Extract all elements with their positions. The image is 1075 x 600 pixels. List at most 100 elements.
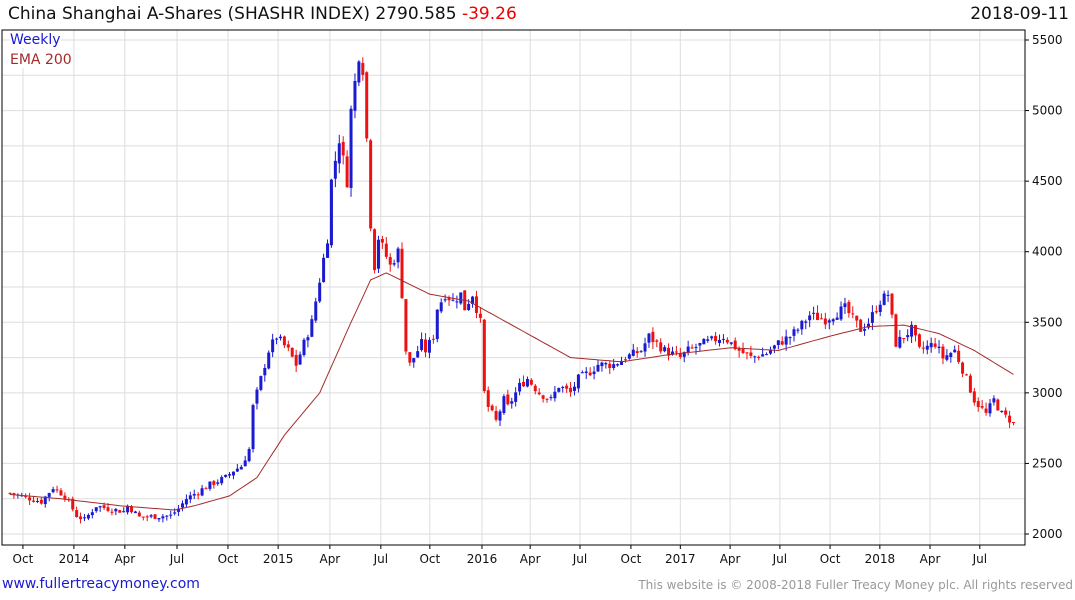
candle-body bbox=[298, 354, 302, 365]
candle-body bbox=[388, 257, 392, 265]
y-tick-label: 3000 bbox=[1032, 386, 1063, 400]
candle-body bbox=[235, 468, 239, 472]
candle-body bbox=[796, 329, 800, 331]
x-tick-label: 2014 bbox=[59, 552, 90, 566]
candle-body bbox=[937, 346, 941, 349]
candle-body bbox=[161, 516, 165, 519]
candle-body bbox=[318, 282, 322, 302]
candle-body bbox=[565, 385, 569, 389]
candle-body bbox=[592, 371, 596, 375]
x-tick-label: 2016 bbox=[467, 552, 498, 566]
candle-body bbox=[51, 489, 55, 493]
y-tick-label: 4500 bbox=[1032, 174, 1063, 188]
candle-body bbox=[75, 510, 79, 518]
candle-body bbox=[655, 340, 659, 342]
candle-body bbox=[980, 406, 984, 408]
candle-body bbox=[306, 337, 310, 341]
candle-body bbox=[674, 351, 678, 353]
candle-body bbox=[843, 303, 847, 308]
candle-body bbox=[718, 339, 722, 343]
candle-body bbox=[851, 313, 855, 315]
candle-body bbox=[216, 482, 220, 484]
candle-body bbox=[282, 336, 286, 346]
candle-body bbox=[753, 356, 757, 358]
x-tick-label: Apr bbox=[114, 552, 135, 566]
legend-weekly: Weekly bbox=[10, 32, 61, 48]
candle-body bbox=[525, 379, 529, 387]
candle-body bbox=[710, 336, 714, 339]
candle-body bbox=[455, 301, 459, 303]
candle-body bbox=[968, 375, 972, 393]
website-link[interactable]: www.fullertreacymoney.com bbox=[2, 576, 200, 592]
copyright-text: This website is © 2008-2018 Fuller Treac… bbox=[638, 578, 1073, 592]
candle-body bbox=[290, 347, 294, 357]
candle-body bbox=[898, 336, 902, 348]
candle-body bbox=[373, 229, 377, 271]
candle-body bbox=[145, 516, 149, 518]
candle-body bbox=[886, 294, 890, 296]
candle-body bbox=[949, 353, 953, 358]
candle-body bbox=[529, 379, 533, 385]
candle-body bbox=[627, 354, 631, 359]
x-tick-label: Apr bbox=[720, 552, 741, 566]
candle-body bbox=[537, 392, 541, 395]
candle-body bbox=[165, 515, 169, 517]
candle-body bbox=[416, 351, 420, 358]
candle-body bbox=[757, 356, 761, 359]
candle-body bbox=[149, 515, 153, 517]
candle-body bbox=[510, 401, 514, 404]
candle-body bbox=[984, 408, 988, 413]
candle-body bbox=[784, 336, 788, 345]
candle-body bbox=[271, 339, 275, 353]
candle-body bbox=[118, 510, 122, 513]
candle-body bbox=[678, 353, 682, 357]
candle-body bbox=[310, 319, 314, 337]
candle-body bbox=[894, 314, 898, 347]
candle-body bbox=[576, 374, 580, 389]
candle-body bbox=[545, 398, 549, 400]
candle-body bbox=[200, 488, 204, 496]
y-tick-label: 3500 bbox=[1032, 315, 1063, 329]
chart-title: China Shanghai A-Shares (SHASHR INDEX) 2… bbox=[8, 4, 517, 24]
candle-body bbox=[133, 511, 137, 514]
candle-body bbox=[761, 354, 765, 357]
candle-body bbox=[768, 350, 772, 354]
candle-body bbox=[141, 516, 145, 518]
candle-body bbox=[220, 477, 224, 484]
candle-body bbox=[839, 306, 843, 320]
chart-date: 2018-09-11 bbox=[970, 4, 1069, 24]
candle-body bbox=[32, 500, 36, 502]
x-tick-label: Oct bbox=[218, 552, 239, 566]
candle-body bbox=[957, 350, 961, 362]
candle-body bbox=[623, 359, 627, 361]
candle-body bbox=[228, 474, 232, 476]
candle-body bbox=[651, 331, 655, 343]
candle-body bbox=[459, 292, 463, 304]
candle-body bbox=[322, 257, 326, 283]
candle-body bbox=[745, 352, 749, 354]
candle-body bbox=[184, 499, 188, 505]
candle-body bbox=[337, 143, 341, 164]
candle-body bbox=[690, 347, 694, 349]
y-tick-label: 5000 bbox=[1032, 104, 1063, 118]
candle-body bbox=[870, 312, 874, 323]
candle-body bbox=[866, 323, 870, 328]
candle-body bbox=[212, 481, 216, 485]
candle-body bbox=[863, 329, 867, 331]
candle-body bbox=[47, 493, 51, 497]
candle-body bbox=[772, 345, 776, 349]
candle-body bbox=[451, 299, 455, 301]
candle-body bbox=[588, 372, 592, 376]
candle-body bbox=[239, 466, 243, 470]
candle-body bbox=[988, 403, 992, 414]
candle-body bbox=[231, 471, 235, 476]
candle-body bbox=[443, 299, 447, 301]
candle-body bbox=[929, 343, 933, 348]
candle-body bbox=[353, 80, 357, 111]
candle-body bbox=[110, 511, 114, 513]
candle-body bbox=[682, 352, 686, 357]
x-tick-label: Apr bbox=[319, 552, 340, 566]
candle-body bbox=[502, 396, 506, 414]
candle-body bbox=[255, 389, 259, 404]
candle-body bbox=[541, 395, 545, 399]
